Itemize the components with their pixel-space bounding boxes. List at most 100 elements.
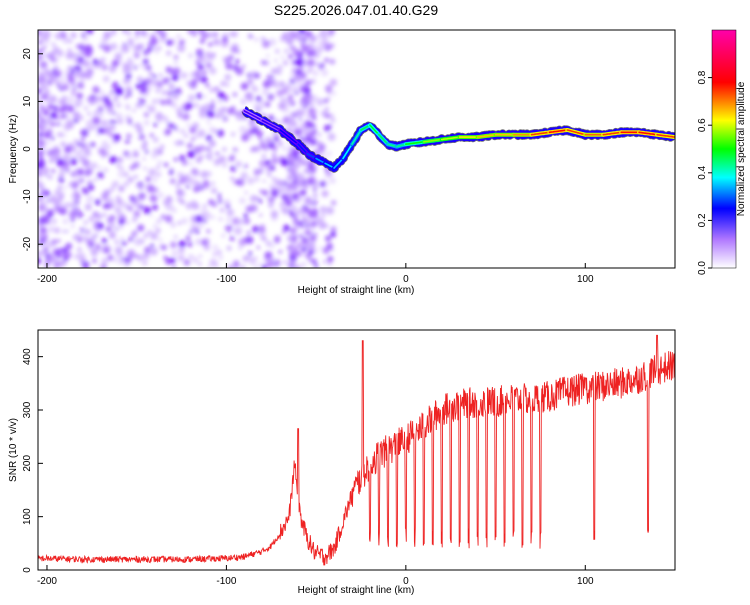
colorbar-tick-label: 0.2: [697, 213, 708, 227]
noise-blob: [249, 146, 256, 153]
noise-blob: [221, 233, 225, 238]
noise-blob: [239, 197, 246, 204]
noise-blob: [70, 224, 75, 229]
noise-blob: [60, 112, 67, 119]
noise-blob: [102, 75, 110, 83]
noise-blob: [43, 131, 51, 139]
noise-blob: [153, 122, 158, 127]
noise-blob: [38, 132, 43, 138]
bottom-plot-frame: [37, 329, 676, 571]
noise-blob: [300, 261, 307, 268]
noise-blob: [165, 98, 173, 106]
noise-blob: [133, 210, 141, 218]
noise-blob: [286, 36, 295, 45]
noise-blob: [187, 176, 196, 185]
noise-blob: [261, 265, 267, 268]
colorbar-label: Normalized spectral amplitude: [736, 81, 747, 216]
noise-blob: [195, 48, 204, 57]
noise-blob: [135, 122, 141, 129]
noise-blob: [261, 154, 267, 159]
noise-blob: [202, 204, 207, 208]
noise-blob: [225, 81, 229, 85]
noise-blob: [324, 57, 329, 63]
ridge-core: [422, 138, 443, 143]
noise-blob: [271, 189, 279, 198]
noise-blob: [115, 250, 124, 259]
noise-blob: [48, 51, 56, 59]
noise-blob: [126, 249, 135, 258]
noise-blob: [316, 217, 324, 226]
ridge-core: [342, 143, 353, 160]
noise-blob: [173, 55, 179, 60]
noise-blob: [50, 136, 55, 141]
noise-blob: [199, 38, 205, 44]
noise-blob: [262, 145, 267, 150]
noise-blob: [56, 247, 63, 254]
noise-blob: [74, 98, 83, 107]
noise-blob: [324, 235, 332, 242]
noise-blob: [161, 34, 165, 38]
noise-blob: [266, 74, 275, 83]
noise-blob: [42, 108, 50, 116]
noise-blob: [301, 217, 307, 222]
noise-blob: [184, 133, 188, 138]
noise-blob: [80, 43, 85, 48]
noise-blob: [218, 99, 222, 104]
noise-blob: [240, 177, 245, 182]
noise-blob: [172, 67, 181, 76]
noise-blob: [95, 88, 100, 93]
noise-blob: [221, 94, 229, 102]
noise-blob: [173, 235, 178, 239]
noise-blob: [84, 229, 91, 235]
noise-blob: [112, 180, 120, 187]
noise-blob: [56, 254, 61, 259]
noise-blob: [114, 239, 120, 245]
noise-blob: [63, 166, 71, 174]
noise-blob: [202, 179, 209, 186]
noise-blob: [84, 72, 93, 80]
noise-blob: [86, 46, 93, 52]
noise-blob: [38, 250, 43, 258]
noise-blob: [211, 187, 218, 194]
noise-blob: [297, 81, 301, 85]
snr-line-layer: [38, 334, 675, 566]
noise-blob: [282, 59, 289, 66]
noise-blob: [68, 106, 75, 113]
noise-blob: [150, 37, 159, 46]
noise-blob: [232, 217, 240, 226]
noise-blob: [306, 37, 311, 42]
noise-blob: [235, 59, 240, 64]
noise-blob: [94, 59, 98, 64]
noise-blob: [49, 195, 57, 204]
noise-blob: [159, 144, 165, 150]
noise-blob: [203, 94, 208, 99]
noise-blob: [291, 237, 298, 243]
noise-blob: [126, 30, 132, 36]
noise-blob: [127, 205, 134, 212]
noise-blob: [231, 153, 236, 158]
noise-blob: [120, 236, 124, 241]
noise-blob: [50, 77, 57, 84]
ridge-core: [656, 133, 675, 138]
noise-blob: [221, 56, 225, 60]
noise-blob: [303, 105, 307, 109]
noise-blob: [243, 163, 249, 169]
noise-blob: [108, 91, 114, 97]
noise-blob: [261, 228, 266, 233]
noise-blob: [303, 253, 307, 257]
noise-blob: [150, 195, 158, 203]
noise-blob: [297, 194, 304, 202]
noise-blob: [74, 254, 78, 259]
noise-blob: [118, 219, 125, 225]
noise-blob: [57, 83, 60, 87]
noise-blob: [102, 127, 111, 135]
noise-blob: [76, 210, 84, 219]
ridge-core: [404, 141, 425, 145]
noise-blob: [103, 31, 112, 40]
noise-blob: [57, 98, 65, 106]
noise-blob: [141, 143, 148, 151]
noise-blob: [68, 181, 75, 187]
noise-blob: [99, 43, 105, 49]
noise-blob: [101, 64, 108, 71]
